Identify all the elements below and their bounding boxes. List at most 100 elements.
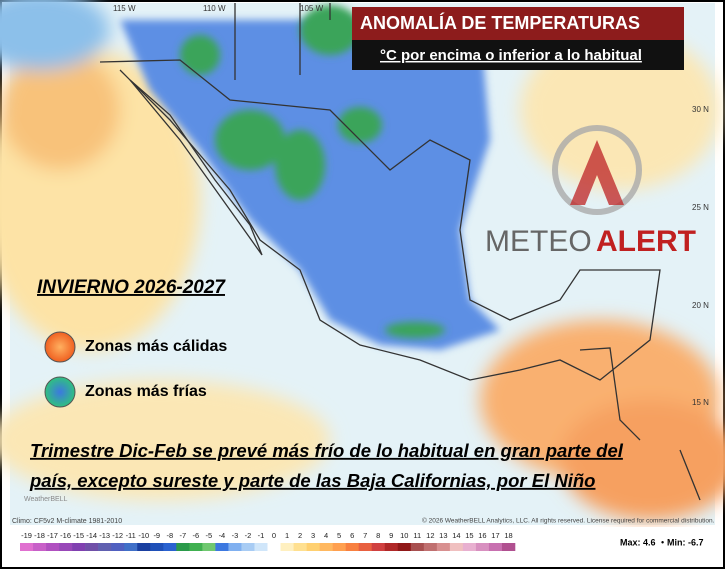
colorbar-tick: 0 bbox=[272, 531, 276, 540]
colorbar-swatch bbox=[124, 543, 138, 551]
colorbar-swatch bbox=[202, 543, 216, 551]
max: Max: 4.6 bbox=[620, 537, 656, 547]
colorbar-tick: -8 bbox=[166, 531, 173, 540]
colorbar-tick: -17 bbox=[47, 531, 58, 540]
colorbar-tick: -14 bbox=[86, 531, 97, 540]
colorbar-swatch bbox=[449, 543, 464, 551]
colorbar-tick: -15 bbox=[73, 531, 84, 540]
lat-label: 15 N bbox=[692, 398, 709, 407]
lat-label: 30 N bbox=[692, 105, 709, 114]
colorbar-swatch bbox=[462, 543, 477, 551]
colorbar-tick: 14 bbox=[452, 531, 460, 540]
colorbar-swatch bbox=[46, 543, 60, 551]
colorbar-swatch bbox=[345, 543, 359, 551]
colorbar-tick: -5 bbox=[206, 531, 213, 540]
caption-line: país, excepto sureste y parte de las Baj… bbox=[29, 470, 595, 491]
colorbar-swatch bbox=[137, 543, 151, 551]
min: Min: -6.7 bbox=[667, 537, 704, 547]
colorbar-swatch bbox=[111, 543, 125, 551]
lat-label: 25 N bbox=[692, 203, 709, 212]
colorbar-tick: 11 bbox=[413, 531, 421, 540]
subtitle-box bbox=[352, 40, 684, 70]
colorbar-swatch bbox=[150, 543, 164, 551]
lat-label: 20 N bbox=[692, 301, 709, 310]
colorbar-tick: -11 bbox=[126, 531, 136, 540]
colorbar-swatch bbox=[475, 543, 490, 551]
season: INVIERNO 2026-2027 bbox=[37, 277, 226, 298]
colorbar-tick: 8 bbox=[376, 531, 380, 540]
colorbar-swatch bbox=[293, 543, 307, 551]
legend-swatch bbox=[44, 331, 76, 363]
colorbar-tick: 12 bbox=[426, 531, 434, 540]
lon-label: 110 W bbox=[203, 4, 226, 13]
colorbar-tick: 9 bbox=[389, 531, 393, 540]
lon-label: 105 W bbox=[300, 4, 324, 13]
colorbar-tick: -18 bbox=[34, 531, 45, 540]
colorbar-tick: 7 bbox=[363, 531, 367, 540]
colorbar-swatch bbox=[358, 543, 373, 551]
logo: METEO ALERT bbox=[485, 125, 696, 258]
colorbar-tick: -16 bbox=[60, 531, 71, 540]
title-box bbox=[352, 7, 684, 40]
colorbar-swatch bbox=[280, 543, 294, 551]
colorbar-swatch bbox=[98, 543, 112, 551]
colorbar-tick: 3 bbox=[311, 531, 315, 540]
colorbar-tick: -13 bbox=[99, 531, 110, 540]
colorbar-tick: -6 bbox=[193, 531, 200, 540]
colorbar-swatch bbox=[59, 543, 73, 551]
colorbar-swatch bbox=[319, 543, 333, 551]
colorbar-tick: 15 bbox=[465, 531, 473, 540]
colorbar-swatch bbox=[163, 543, 177, 551]
colorbar-tick: 5 bbox=[337, 531, 341, 540]
colorbar-tick: 17 bbox=[491, 531, 499, 540]
colorbar-tick: 2 bbox=[298, 531, 302, 540]
copyright: © 2026 WeatherBELL Analytics, LLC. All r… bbox=[422, 517, 715, 525]
colorbar-tick: 10 bbox=[400, 531, 408, 540]
colorbar-swatch bbox=[488, 543, 503, 551]
colorbar-swatch bbox=[72, 543, 86, 551]
colorbar-tick: 16 bbox=[478, 531, 486, 540]
colorbar-tick: 1 bbox=[285, 531, 289, 540]
colorbar-swatch bbox=[85, 543, 99, 551]
climo: Climo: CF5v2 M-climate 1981-2010 bbox=[12, 518, 122, 525]
map bbox=[0, 0, 725, 525]
colorbar-swatch bbox=[397, 543, 412, 551]
colorbar-swatch bbox=[410, 543, 425, 551]
watermark: WeatherBELL bbox=[24, 496, 68, 503]
colorbar-tick: -1 bbox=[258, 531, 265, 540]
colorbar-tick: -19 bbox=[21, 531, 32, 540]
colorbar-swatch bbox=[306, 543, 320, 551]
subtitle: °C por encima o inferior a lo habitual bbox=[380, 47, 642, 64]
colorbar-swatch bbox=[436, 543, 451, 551]
colorbar-tick: 18 bbox=[504, 531, 512, 540]
logo-text: METEO bbox=[485, 225, 592, 258]
colorbar-swatch bbox=[215, 543, 229, 551]
colorbar-swatch bbox=[332, 543, 346, 551]
colorbar: -19 -18 -17 -16 -15 -14 -13 -12 -11 -10 -9 -8 -7 -6 -5… bbox=[20, 531, 516, 551]
lon-label: 115 W bbox=[113, 4, 136, 13]
logo-text: ALERT bbox=[596, 225, 696, 258]
colorbar-tick: -10 bbox=[138, 531, 149, 540]
colorbar-swatch bbox=[371, 543, 386, 551]
colorbar-tick: -9 bbox=[153, 531, 160, 540]
legend-label: Zonas más cálidas bbox=[85, 338, 227, 355]
colorbar-swatch bbox=[384, 543, 399, 551]
legend-label: Zonas más frías bbox=[85, 383, 207, 400]
colorbar-tick: -3 bbox=[232, 531, 239, 540]
colorbar-swatch bbox=[267, 543, 281, 551]
caption-line: Trimestre Dic-Feb se prevé más frío de l… bbox=[30, 440, 624, 461]
colorbar-swatch bbox=[20, 543, 34, 551]
colorbar-swatch bbox=[176, 543, 190, 551]
title: ANOMALÍA DE TEMPERATURAS bbox=[360, 12, 640, 33]
colorbar-swatch bbox=[423, 543, 438, 551]
colorbar-swatch bbox=[33, 543, 47, 551]
colorbar-tick: -12 bbox=[112, 531, 123, 540]
colorbar-tick: 13 bbox=[439, 531, 447, 540]
colorbar-tick: -7 bbox=[179, 531, 186, 540]
colorbar-swatch bbox=[189, 543, 203, 551]
legend-swatch bbox=[44, 376, 76, 408]
colorbar-tick: -4 bbox=[219, 531, 226, 540]
colorbar-swatch bbox=[501, 543, 516, 551]
colorbar-swatch bbox=[228, 543, 242, 551]
